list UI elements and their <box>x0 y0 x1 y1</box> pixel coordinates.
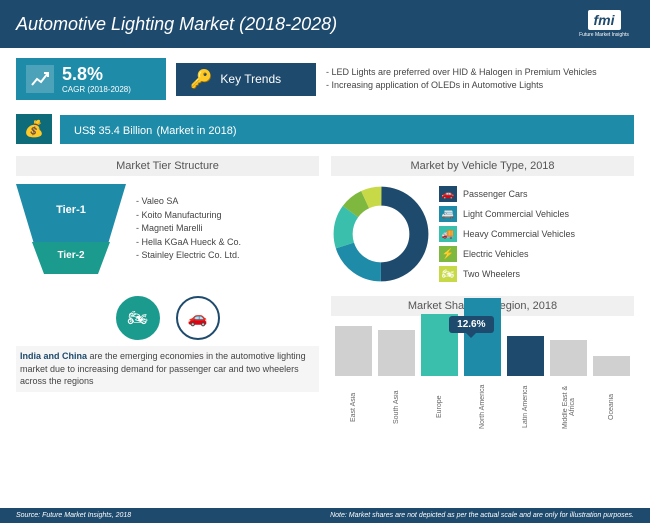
vehicle-legend-item: 🚐 Light Commercial Vehicles <box>439 206 575 222</box>
insight-section: 🏍 🚗 India and China are the emerging eco… <box>16 296 319 434</box>
vehicle-legend-item: ⚡ Electric Vehicles <box>439 246 575 262</box>
region-bar: South Asia <box>378 330 415 434</box>
vehicle-icon: ⚡ <box>439 246 457 262</box>
vehicle-icon: 🚗 <box>439 186 457 202</box>
vehicle-label: Light Commercial Vehicles <box>463 209 569 219</box>
key-icon: 🔑 <box>190 69 212 90</box>
company: - Hella KGaA Hueck & Co. <box>136 236 241 250</box>
vehicle-icon: 🚚 <box>439 226 457 242</box>
company: - Stainley Electric Co. Ltd. <box>136 249 241 263</box>
region-label: South Asia <box>393 380 400 434</box>
vehicle-label: Heavy Commercial Vehicles <box>463 229 575 239</box>
tier-funnel: Tier-1 Tier-2 <box>16 184 126 274</box>
page-title: Automotive Lighting Market (2018-2028) <box>16 14 337 35</box>
trends-box: 🔑 Key Trends <box>176 63 316 96</box>
footer-note: Note: Market shares are not depicted as … <box>330 512 634 519</box>
vehicle-legend-item: 🚗 Passenger Cars <box>439 186 575 202</box>
growth-icon <box>26 65 54 93</box>
tier-title: Market Tier Structure <box>16 156 319 176</box>
region-label: Oceania <box>608 380 615 434</box>
vehicle-label: Electric Vehicles <box>463 249 529 259</box>
vehicle-label: Passenger Cars <box>463 189 528 199</box>
region-section: Market Share by Region, 2018 12.6% East … <box>331 296 634 434</box>
trend-item: - LED Lights are preferred over HID & Ha… <box>326 66 634 79</box>
money-headlight-icon: 💰 <box>16 114 52 144</box>
tier-section: Market Tier Structure Tier-1 Tier-2 - Va… <box>16 156 319 284</box>
company-list: - Valeo SA - Koito Manufacturing - Magne… <box>136 195 241 263</box>
company: - Magneti Marelli <box>136 222 241 236</box>
region-bar: Middle East & Africa <box>550 340 587 434</box>
header: Automotive Lighting Market (2018-2028) f… <box>0 0 650 48</box>
region-bar: East Asia <box>335 326 372 434</box>
motorcycle-icon: 🏍 <box>116 296 160 340</box>
footer-source: Source: Future Market Insights, 2018 <box>16 512 131 519</box>
car-icon: 🚗 <box>176 296 220 340</box>
insight-text: India and China are the emerging economi… <box>16 346 319 392</box>
top-row: 5.8% CAGR (2018-2028) 🔑 Key Trends - LED… <box>0 48 650 110</box>
vehicle-icon: 🏍 <box>439 266 457 282</box>
market-value: US$ 35.4 Billion (Market in 2018) <box>60 115 634 144</box>
region-bar: Oceania <box>593 356 630 434</box>
cagr-label: CAGR (2018-2028) <box>62 85 131 94</box>
region-label: North America <box>479 380 486 434</box>
fmi-logo: fmi Future Market Insights <box>574 6 634 42</box>
vehicle-legend-item: 🚚 Heavy Commercial Vehicles <box>439 226 575 242</box>
footer: Source: Future Market Insights, 2018 Not… <box>0 508 650 523</box>
trend-item: - Increasing application of OLEDs in Aut… <box>326 79 634 92</box>
donut-chart <box>331 184 431 284</box>
vehicle-section: Market by Vehicle Type, 2018 🚗 Passenger … <box>331 156 634 284</box>
company: - Koito Manufacturing <box>136 209 241 223</box>
region-label: Latin America <box>522 380 529 434</box>
region-label: East Asia <box>350 380 357 434</box>
vehicle-legend-item: 🏍 Two Wheelers <box>439 266 575 282</box>
vehicle-icon: 🚐 <box>439 206 457 222</box>
vehicle-label: Two Wheelers <box>463 269 520 279</box>
trends-label: Key Trends <box>220 72 281 86</box>
cagr-box: 5.8% CAGR (2018-2028) <box>16 58 166 100</box>
region-label: Europe <box>436 380 443 434</box>
region-callout: 12.6% <box>449 316 493 333</box>
region-bar: Latin America <box>507 336 544 434</box>
trends-list: - LED Lights are preferred over HID & Ha… <box>326 66 634 91</box>
region-label: Middle East & Africa <box>562 380 576 434</box>
region-bars: 12.6% East AsiaSouth AsiaEuropeNorth Ame… <box>331 324 634 434</box>
vehicle-title: Market by Vehicle Type, 2018 <box>331 156 634 176</box>
cagr-value: 5.8% <box>62 64 131 85</box>
company: - Valeo SA <box>136 195 241 209</box>
market-banner: 💰 US$ 35.4 Billion (Market in 2018) <box>16 114 634 144</box>
vehicle-legend: 🚗 Passenger Cars 🚐 Light Commercial Vehicle… <box>439 186 575 282</box>
